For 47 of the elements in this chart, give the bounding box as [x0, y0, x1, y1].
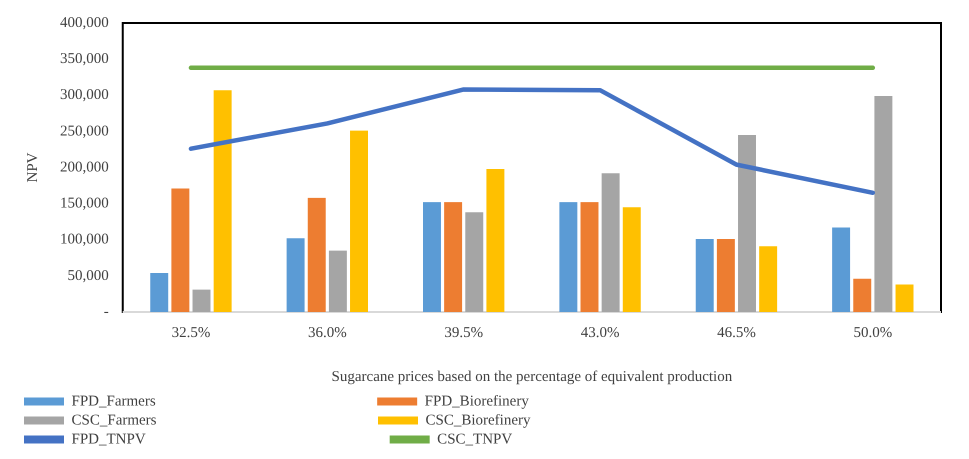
bar: [716, 239, 735, 312]
legend-label: FPD_TNPV: [72, 431, 386, 448]
bar: [150, 272, 168, 312]
bar: [580, 202, 598, 312]
bar: [171, 188, 190, 312]
y-tick-label: 150,000: [60, 196, 109, 212]
bar: [622, 207, 641, 312]
bar: [896, 284, 914, 312]
bar: [696, 239, 714, 312]
y-tick-label: 400,000: [60, 14, 109, 31]
bar: [559, 202, 578, 312]
bar: [192, 290, 210, 312]
x-tick-label: 46.5%: [717, 324, 756, 341]
bar: [308, 198, 326, 312]
bar: [832, 227, 850, 312]
y-axis-title: NPV: [24, 152, 41, 183]
bar: [759, 246, 778, 312]
bar: [853, 278, 872, 312]
legend-label: FPD_Farmers: [72, 393, 374, 410]
legend-label: CSC_TNPV: [437, 431, 752, 448]
x-tick-label: 43.0%: [580, 324, 620, 341]
y-tick-label: 300,000: [60, 87, 109, 104]
x-tick-label: 50.0%: [853, 324, 892, 341]
y-tick-label: 250,000: [60, 123, 109, 140]
x-axis-title: Sugarcane prices based on the percentage of equivalent production: [332, 368, 733, 385]
y-tick-label: -: [104, 304, 109, 320]
bar: [602, 173, 620, 312]
bar: [465, 212, 484, 312]
x-tick-label: 36.0%: [308, 324, 347, 341]
legend-label: CSC_Biorefinery: [426, 412, 718, 428]
bar: [286, 238, 305, 312]
bar: [328, 250, 347, 312]
y-tick-label: 100,000: [60, 232, 109, 248]
legend-label: FPD_Biorefinery: [424, 393, 716, 410]
y-tick-label: 200,000: [60, 159, 109, 176]
legend-label: CSC_Farmers: [72, 412, 374, 428]
bar: [874, 96, 892, 312]
bar: [738, 134, 756, 312]
bar: [350, 130, 368, 312]
bar: [486, 168, 504, 312]
x-tick-label: 32.5%: [172, 324, 210, 341]
x-tick-label: 39.5%: [444, 324, 484, 341]
bar: [214, 90, 232, 312]
y-tick-label: 50,000: [68, 268, 109, 284]
bar: [422, 202, 441, 312]
bar: [444, 202, 462, 312]
y-tick-label: 350,000: [60, 51, 109, 68]
